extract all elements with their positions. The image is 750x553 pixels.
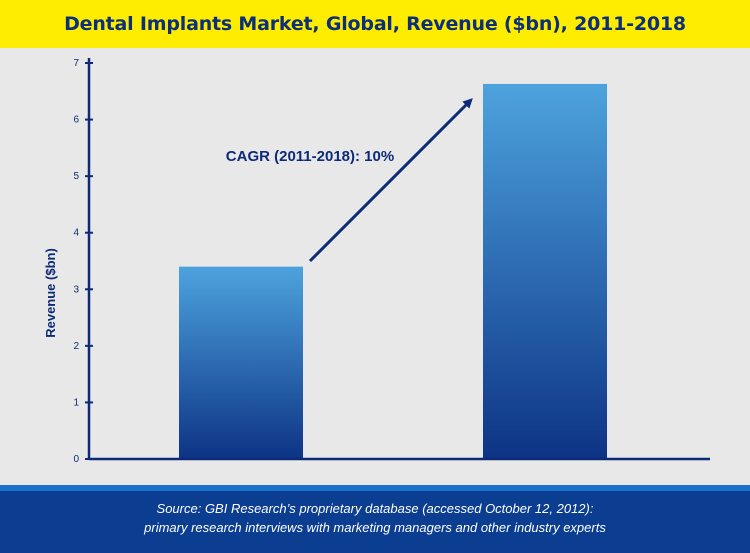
bar-chart: 0 1 2 3 4 5 6 7 Revenue ($bn) CAGR (2011-2018):… <box>43 58 710 465</box>
y-axis-label: Revenue ($bn) <box>43 248 58 338</box>
chart-title: Dental Implants Market, Global, Revenue … <box>64 13 686 35</box>
cagr-arrow <box>308 98 473 263</box>
y-tick-label: 4 <box>73 228 79 239</box>
y-tick-label: 7 <box>73 58 79 69</box>
y-tick-label: 5 <box>73 171 79 182</box>
source-line-1: Source: GBI Research’s proprietary datab… <box>156 501 594 516</box>
y-tick-label: 1 <box>73 397 79 408</box>
footer-text: Source: GBI Research’s proprietary datab… <box>0 499 750 537</box>
y-axis: 0 1 2 3 4 5 6 7 <box>73 58 93 465</box>
chart-title-bar: Dental Implants Market, Global, Revenue … <box>0 0 750 48</box>
source-line-2: primary research interviews with marketi… <box>144 520 606 535</box>
footer-stripe <box>0 485 750 491</box>
bar <box>179 266 303 459</box>
y-tick-label: 6 <box>73 115 79 126</box>
y-tick-label: 3 <box>73 284 79 295</box>
bars-group <box>179 83 607 459</box>
y-tick-label: 2 <box>73 341 79 352</box>
source-footer: Source: GBI Research’s proprietary datab… <box>0 485 750 553</box>
y-tick-label: 0 <box>73 454 79 465</box>
chart-area: 0 1 2 3 4 5 6 7 Revenue ($bn) CAGR (2011-2018):… <box>0 48 750 485</box>
bar <box>483 83 607 459</box>
cagr-annotation: CAGR (2011-2018): 10% <box>226 148 394 165</box>
